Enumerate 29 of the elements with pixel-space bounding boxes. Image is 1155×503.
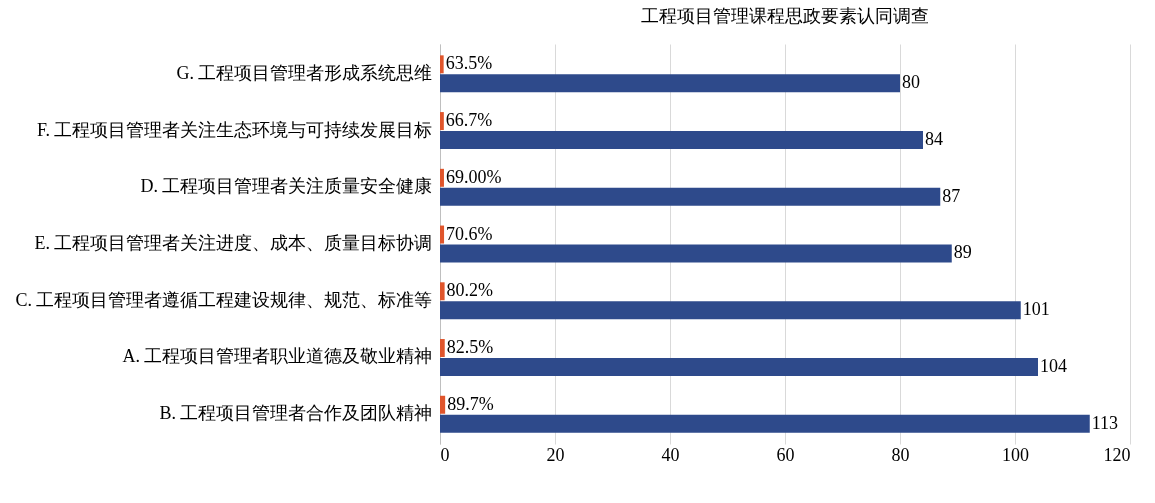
data-label: 70.6%	[446, 223, 493, 244]
data-label: 66.7%	[445, 110, 493, 131]
x-tick-label: 120	[1103, 444, 1131, 465]
chart-title: 工程项目管理课程思政要素认同调查	[641, 6, 929, 26]
data-label: 87	[942, 185, 961, 206]
data-label: 80.2%	[446, 280, 494, 301]
data-label: 63.5%	[445, 53, 493, 74]
data-label: 104	[1040, 355, 1067, 376]
x-tick-label: 60	[776, 444, 795, 465]
x-tick-label: 80	[891, 444, 910, 465]
y-tick-label: C. 工程项目管理者遵循工程建设规律、规范、标准等	[15, 289, 433, 310]
y-tick-label: B. 工程项目管理者合作及团队精神	[159, 403, 433, 424]
y-tick-label: G. 工程项目管理者形成系统思维	[176, 62, 433, 83]
data-label: 89	[953, 242, 972, 263]
x-tick-label: 0	[440, 444, 450, 465]
x-tick-label: 20	[546, 444, 565, 465]
x-tick-label: 100	[1002, 444, 1029, 465]
data-label: 89.7%	[447, 393, 494, 414]
y-tick-label: A. 工程项目管理者职业道德及敬业精神	[122, 346, 433, 367]
data-label: 69.00%	[445, 166, 502, 187]
y-tick-label: D. 工程项目管理者关注质量安全健康	[140, 176, 433, 197]
x-tick-label: 40	[661, 444, 680, 465]
data-label: 84	[925, 128, 943, 149]
data-label: 80	[902, 72, 920, 93]
y-tick-label: F. 工程项目管理者关注生态环境与可持续发展目标	[36, 119, 433, 140]
y-tick-label: E. 工程项目管理者关注进度、成本、质量目标协调	[34, 233, 433, 253]
data-label: 101	[1022, 299, 1050, 320]
data-label: 113	[1091, 412, 1119, 433]
data-label: 82.5%	[446, 337, 494, 358]
